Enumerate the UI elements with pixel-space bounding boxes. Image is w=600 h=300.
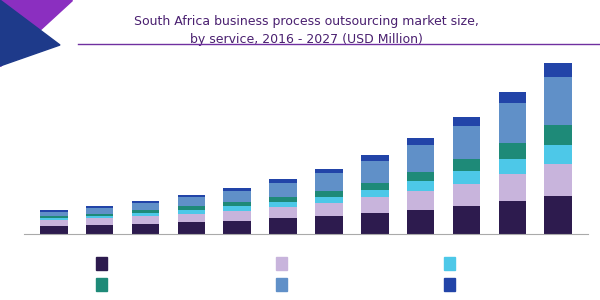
Bar — [269, 218, 297, 234]
Bar — [40, 212, 68, 216]
Bar — [40, 216, 68, 218]
Bar — [453, 126, 480, 159]
Bar — [40, 226, 68, 234]
Bar — [40, 218, 68, 220]
Bar — [544, 145, 572, 164]
Bar — [544, 125, 572, 145]
Bar — [40, 220, 68, 226]
Bar — [178, 197, 205, 206]
Bar — [178, 222, 205, 234]
Bar — [223, 191, 251, 202]
Bar — [178, 195, 205, 197]
Bar — [361, 161, 389, 183]
Bar — [132, 203, 159, 210]
Bar — [223, 211, 251, 220]
Bar — [407, 138, 434, 145]
Bar — [269, 179, 297, 183]
Bar — [223, 206, 251, 211]
Bar — [315, 203, 343, 216]
Bar — [544, 196, 572, 234]
Bar — [315, 169, 343, 173]
Bar — [269, 197, 297, 202]
Bar — [407, 191, 434, 210]
Bar — [407, 182, 434, 191]
Bar — [178, 210, 205, 214]
Bar — [453, 206, 480, 234]
Bar — [178, 206, 205, 210]
Bar — [223, 188, 251, 191]
Bar — [269, 207, 297, 218]
Bar — [86, 214, 113, 216]
Bar — [499, 103, 526, 143]
Bar — [86, 218, 113, 225]
Bar — [132, 210, 159, 213]
Bar — [499, 174, 526, 201]
Bar — [544, 77, 572, 125]
Bar — [40, 210, 68, 212]
Bar — [132, 201, 159, 203]
Bar — [132, 224, 159, 234]
Bar — [499, 201, 526, 234]
Bar — [407, 145, 434, 172]
Bar — [86, 216, 113, 218]
Title: South Africa business process outsourcing market size,
by service, 2016 - 2027 (: South Africa business process outsourcin… — [134, 15, 478, 46]
Bar — [315, 216, 343, 234]
Bar — [315, 173, 343, 191]
Bar — [223, 220, 251, 234]
Bar — [361, 183, 389, 190]
Bar — [361, 155, 389, 161]
Bar — [407, 210, 434, 234]
Bar — [269, 202, 297, 207]
Bar — [453, 159, 480, 171]
Bar — [269, 183, 297, 197]
Bar — [223, 202, 251, 206]
Bar — [86, 206, 113, 208]
Bar — [361, 213, 389, 234]
Bar — [361, 190, 389, 197]
Bar — [407, 172, 434, 182]
Bar — [499, 143, 526, 159]
Bar — [315, 197, 343, 203]
Bar — [178, 214, 205, 222]
Bar — [499, 159, 526, 174]
Bar — [361, 197, 389, 213]
Bar — [86, 208, 113, 214]
Bar — [132, 213, 159, 216]
Bar — [499, 92, 526, 103]
Bar — [544, 164, 572, 196]
Bar — [453, 184, 480, 206]
Bar — [132, 216, 159, 224]
Bar — [544, 63, 572, 77]
Bar — [315, 191, 343, 197]
Bar — [453, 117, 480, 126]
Bar — [86, 225, 113, 234]
Bar — [453, 171, 480, 184]
